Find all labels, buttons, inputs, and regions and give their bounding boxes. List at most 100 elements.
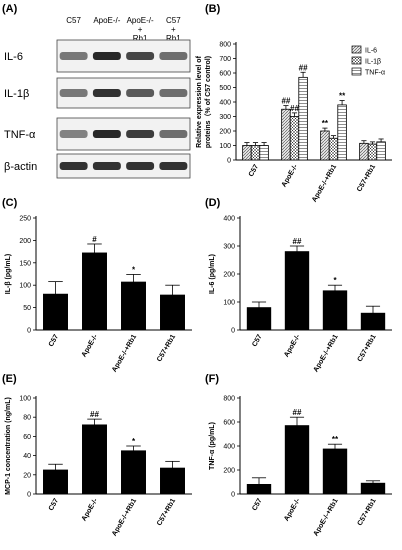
panel-label-f: (F)	[205, 373, 219, 385]
y-axis-label: IL-β (pg/mL)	[5, 254, 12, 294]
blot-band	[92, 162, 121, 170]
x-tick-label: ApoE-/-	[283, 333, 302, 359]
y-tick-label: 300	[223, 244, 235, 251]
panel-label-d: (D)	[205, 197, 221, 209]
legend-label: TNF-α	[365, 70, 385, 77]
bar-il-1	[289, 116, 300, 161]
bar-il-1	[250, 145, 261, 161]
x-tick-label: C57+Rb1	[156, 333, 177, 363]
significance-label: ##	[290, 104, 299, 113]
y-tick-label: 400	[223, 216, 235, 223]
x-tick-label: ApoE-/-+Rb1	[313, 497, 340, 537]
chart-e: 0 20 40 60 80 100 MCP-1 concentration (ng/mL) C…	[5, 396, 192, 538]
y-tick-label: 80	[23, 415, 31, 422]
y-tick-label: 400	[219, 100, 231, 107]
y-tick-label: 500	[219, 85, 231, 92]
significance-label: #	[92, 235, 97, 244]
y-tick-label: 700	[219, 56, 231, 63]
y-tick-label: 0	[27, 328, 31, 335]
western-blot: C57 ApoE-/- ApoE-/-+Rb1C57+Rb1IL-6IL-1βTNF…	[4, 16, 191, 179]
blot-band	[59, 130, 88, 138]
lane-label: Rb1	[133, 34, 148, 43]
bar	[322, 290, 348, 331]
y-axis-label: IL-6 (pg/mL)	[209, 254, 216, 294]
x-tick-label: C57+Rb1	[357, 497, 378, 527]
x-tick-label: C57+Rb1	[357, 333, 378, 363]
significance-label: **	[339, 92, 346, 101]
y-axis-label: TNF-α (pg/mL)	[209, 422, 216, 470]
y-tick-label: 800	[223, 396, 235, 403]
x-tick-label: ApoE-/-+Rb1	[111, 333, 138, 373]
legend-swatch	[351, 45, 362, 54]
significance-label: *	[333, 276, 337, 285]
panel-label-a: (A)	[2, 3, 18, 15]
blot-band	[59, 89, 88, 97]
x-tick-label: C57	[48, 333, 61, 348]
significance-label: ##	[293, 408, 302, 417]
legend-label: IL-1β	[365, 59, 381, 66]
significance-label: ##	[299, 63, 308, 72]
x-tick-label: ApoE-/-	[81, 333, 100, 359]
y-tick-label: 50	[23, 305, 31, 312]
blot-band	[159, 52, 188, 60]
chart-f: 0 200 400 600 800 TNF-α (pg/mL) C57 ApoE-/- ApoE…	[209, 396, 392, 538]
bar	[82, 424, 107, 495]
y-axis-label: MCP-1 concentration (ng/mL)	[5, 397, 12, 495]
panel-label-c: (C)	[2, 197, 18, 209]
blot-band	[159, 162, 188, 170]
significance-label: ##	[281, 97, 290, 106]
lane-label: C57	[166, 16, 181, 25]
bar-il-6	[320, 130, 330, 161]
lane-label: +	[138, 25, 143, 34]
bar	[246, 307, 272, 331]
x-tick-label: C57	[251, 333, 264, 348]
significance-label: *	[132, 265, 136, 274]
significance-label: **	[332, 435, 339, 444]
y-tick-label: 0	[27, 492, 31, 499]
bar-il-1	[367, 143, 378, 161]
y-tick-label: 0	[227, 158, 231, 165]
panel-label-e: (E)	[2, 373, 17, 385]
bar	[360, 312, 386, 331]
y-tick-label: 20	[23, 472, 31, 479]
legend-swatch	[351, 67, 362, 76]
blot-row-label: IL-1β	[4, 88, 29, 100]
legend-swatch	[351, 56, 362, 65]
lane-label: ApoE-/-	[93, 16, 120, 25]
y-tick-label: 150	[19, 260, 31, 267]
x-tick-label: C57	[251, 497, 264, 512]
bar	[121, 281, 146, 331]
significance-label: **	[322, 119, 329, 128]
x-tick-label: ApoE-/-	[81, 497, 100, 523]
bar	[160, 467, 185, 495]
blot-row-label: IL-6	[4, 51, 23, 63]
y-tick-label: 100	[19, 283, 31, 290]
y-tick-label: 100	[219, 143, 231, 150]
lane-label: +	[171, 25, 176, 34]
y-tick-label: 600	[223, 420, 235, 427]
blot-row-label: β-actin	[4, 161, 37, 173]
y-axis-label: proteins（% of C57 control)	[204, 56, 212, 148]
y-tick-label: 300	[219, 114, 231, 121]
y-tick-label: 200	[223, 468, 235, 475]
x-tick-label: C57	[48, 497, 61, 512]
bar	[284, 425, 310, 495]
bar	[284, 251, 310, 331]
blot-band	[59, 52, 88, 60]
y-tick-label: 200	[219, 129, 231, 136]
bar-il-6	[242, 145, 252, 161]
blot-band	[126, 89, 155, 97]
y-tick-label: 40	[23, 453, 31, 460]
blot-band	[59, 162, 88, 170]
bar-tnf	[337, 104, 347, 161]
bar	[121, 450, 146, 495]
chart-d: 0 100 200 300 400 IL-6 (pg/mL) C57 ApoE-/- ApoE-…	[209, 216, 392, 374]
x-tick-label: ApoE-/-	[281, 163, 300, 189]
bar-tnf	[376, 141, 386, 161]
bar	[160, 294, 185, 331]
x-tick-label: C57+Rb1	[356, 163, 377, 193]
chart-c: 0 50 100 150 200 250 IL-β (pg/mL) C57 ApoE-/- Apo…	[5, 216, 192, 374]
significance-label: ##	[90, 410, 99, 419]
lane-label: ApoE-/-	[127, 16, 154, 25]
